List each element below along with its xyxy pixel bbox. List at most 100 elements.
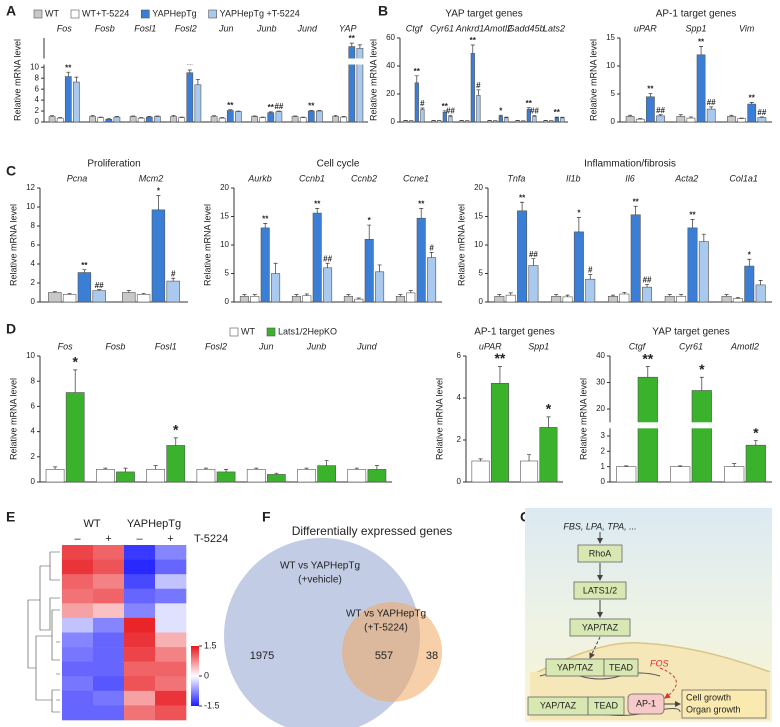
bar	[551, 295, 562, 303]
significance: ##	[757, 108, 766, 117]
error-bar	[678, 465, 683, 467]
y-tick-label: 2	[31, 452, 36, 461]
error-bar	[141, 293, 146, 295]
node: TEAD	[594, 700, 619, 710]
y-tick-label: 20	[596, 404, 605, 413]
legend-swatch	[266, 327, 276, 337]
error-bar	[419, 208, 424, 219]
bar	[505, 294, 516, 303]
y-tick-label: 2	[601, 446, 606, 455]
y-axis-label: Relative mRNA level	[8, 204, 18, 286]
error-bar	[701, 233, 706, 242]
significance: **	[314, 200, 321, 209]
error-bar	[678, 114, 683, 117]
bar	[375, 271, 385, 303]
error-bar	[236, 110, 241, 112]
bar	[656, 115, 665, 123]
error-bar	[739, 117, 744, 119]
axis-break	[606, 422, 772, 429]
bar	[96, 469, 115, 483]
error-bar	[357, 44, 362, 49]
panel-label: B	[378, 3, 388, 19]
significance: *	[499, 106, 503, 115]
bar	[64, 76, 72, 123]
bar	[343, 295, 353, 303]
error-bar	[171, 115, 176, 117]
error-bar	[276, 110, 281, 112]
error-bar	[131, 115, 136, 117]
category-label: Fos	[57, 23, 73, 33]
set-label: (+vehicle)	[298, 575, 342, 586]
bar	[291, 295, 301, 303]
y-tick-label: 0	[457, 477, 462, 486]
heatmap-cell	[62, 647, 94, 662]
error-bar	[622, 291, 627, 295]
error-bar	[349, 42, 354, 47]
node: YAP/TAZ	[557, 662, 594, 672]
category-label: Fosb	[105, 341, 125, 351]
bar	[297, 469, 316, 483]
heatmap-cell	[62, 617, 94, 633]
arrow	[589, 636, 601, 659]
bar	[291, 116, 299, 123]
bar	[113, 116, 121, 123]
error-bar	[220, 117, 225, 119]
y-tick-label: 12	[26, 183, 35, 192]
bar	[77, 272, 92, 303]
y-tick-label: 0	[31, 477, 36, 486]
bar	[431, 120, 436, 123]
y-tick-label: 0	[479, 297, 484, 306]
bar	[745, 444, 766, 483]
bar	[395, 295, 405, 303]
bar	[646, 96, 655, 123]
heatmap-cell	[155, 690, 187, 706]
bar	[757, 117, 767, 123]
category-label: Ctgf	[629, 341, 647, 351]
set-label: WT vs YAPHepTg	[346, 609, 426, 620]
legend-swatch	[229, 327, 239, 337]
error-bar	[610, 294, 615, 297]
significance: **	[414, 67, 421, 76]
y-tick-label: 6	[31, 240, 36, 249]
error-bar	[520, 201, 525, 211]
category-label: YAP	[339, 23, 357, 33]
bar	[721, 295, 732, 303]
gene-label: FOS	[650, 658, 669, 668]
error-bar	[498, 114, 503, 117]
heatmap-cell	[93, 617, 125, 633]
bar	[616, 466, 637, 483]
error-bar	[103, 467, 108, 470]
significance: *	[72, 354, 78, 370]
heatmap-panel: WT YAPHepTg T-5224	[27, 518, 228, 713]
significance: ##	[530, 107, 539, 116]
bar	[562, 296, 573, 303]
bar	[226, 110, 234, 123]
error-bar	[73, 369, 78, 393]
error-bar	[565, 294, 570, 297]
category-label: Fosl2	[175, 23, 197, 33]
significance: **	[698, 38, 705, 47]
significance: ##	[446, 107, 455, 116]
error-bar	[699, 376, 704, 391]
error-bar	[315, 208, 320, 214]
heatmap-cell	[62, 574, 94, 590]
significance: **	[227, 101, 234, 110]
bar	[635, 118, 645, 123]
heatmap-cell	[62, 676, 94, 692]
chart-title: Proliferation	[87, 159, 140, 170]
heatmap-cell	[155, 661, 187, 677]
bar	[642, 286, 653, 303]
node: RhoA	[589, 548, 612, 558]
bar	[347, 469, 367, 483]
y-tick-label: 8	[31, 376, 36, 385]
error-bar	[408, 290, 413, 293]
error-bar	[195, 78, 200, 85]
category-label: Fosl1	[134, 23, 156, 33]
bar	[332, 116, 339, 123]
y-tick-label: 20	[386, 89, 395, 98]
y-tick-label: 15	[606, 33, 615, 42]
error-bar	[325, 262, 330, 268]
bar	[267, 112, 275, 123]
bar	[92, 290, 106, 303]
node-box	[569, 618, 631, 637]
